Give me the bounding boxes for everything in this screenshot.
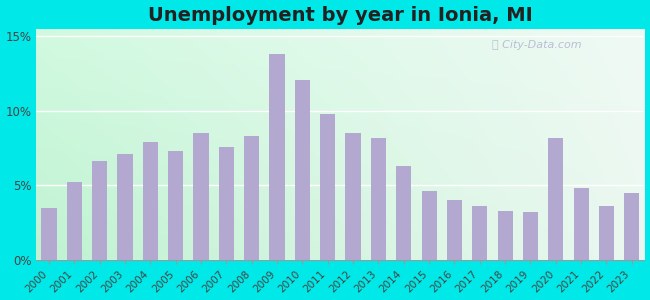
Bar: [194, 133, 209, 260]
Bar: [92, 161, 107, 260]
Bar: [396, 166, 411, 260]
Bar: [118, 154, 133, 260]
Bar: [523, 212, 538, 260]
Bar: [624, 193, 640, 260]
Bar: [371, 138, 386, 260]
Bar: [599, 206, 614, 260]
Bar: [270, 54, 285, 260]
Bar: [42, 208, 57, 260]
Bar: [447, 200, 462, 260]
Bar: [295, 80, 310, 260]
Bar: [168, 151, 183, 260]
Bar: [421, 191, 437, 260]
Text: ⓘ City-Data.com: ⓘ City-Data.com: [493, 40, 582, 50]
Bar: [244, 136, 259, 260]
Bar: [219, 146, 234, 260]
Bar: [548, 138, 564, 260]
Bar: [573, 188, 589, 260]
Title: Unemployment by year in Ionia, MI: Unemployment by year in Ionia, MI: [148, 6, 533, 25]
Bar: [472, 206, 488, 260]
Bar: [320, 114, 335, 260]
Bar: [497, 211, 513, 260]
Bar: [67, 182, 82, 260]
Bar: [143, 142, 158, 260]
Bar: [346, 133, 361, 260]
